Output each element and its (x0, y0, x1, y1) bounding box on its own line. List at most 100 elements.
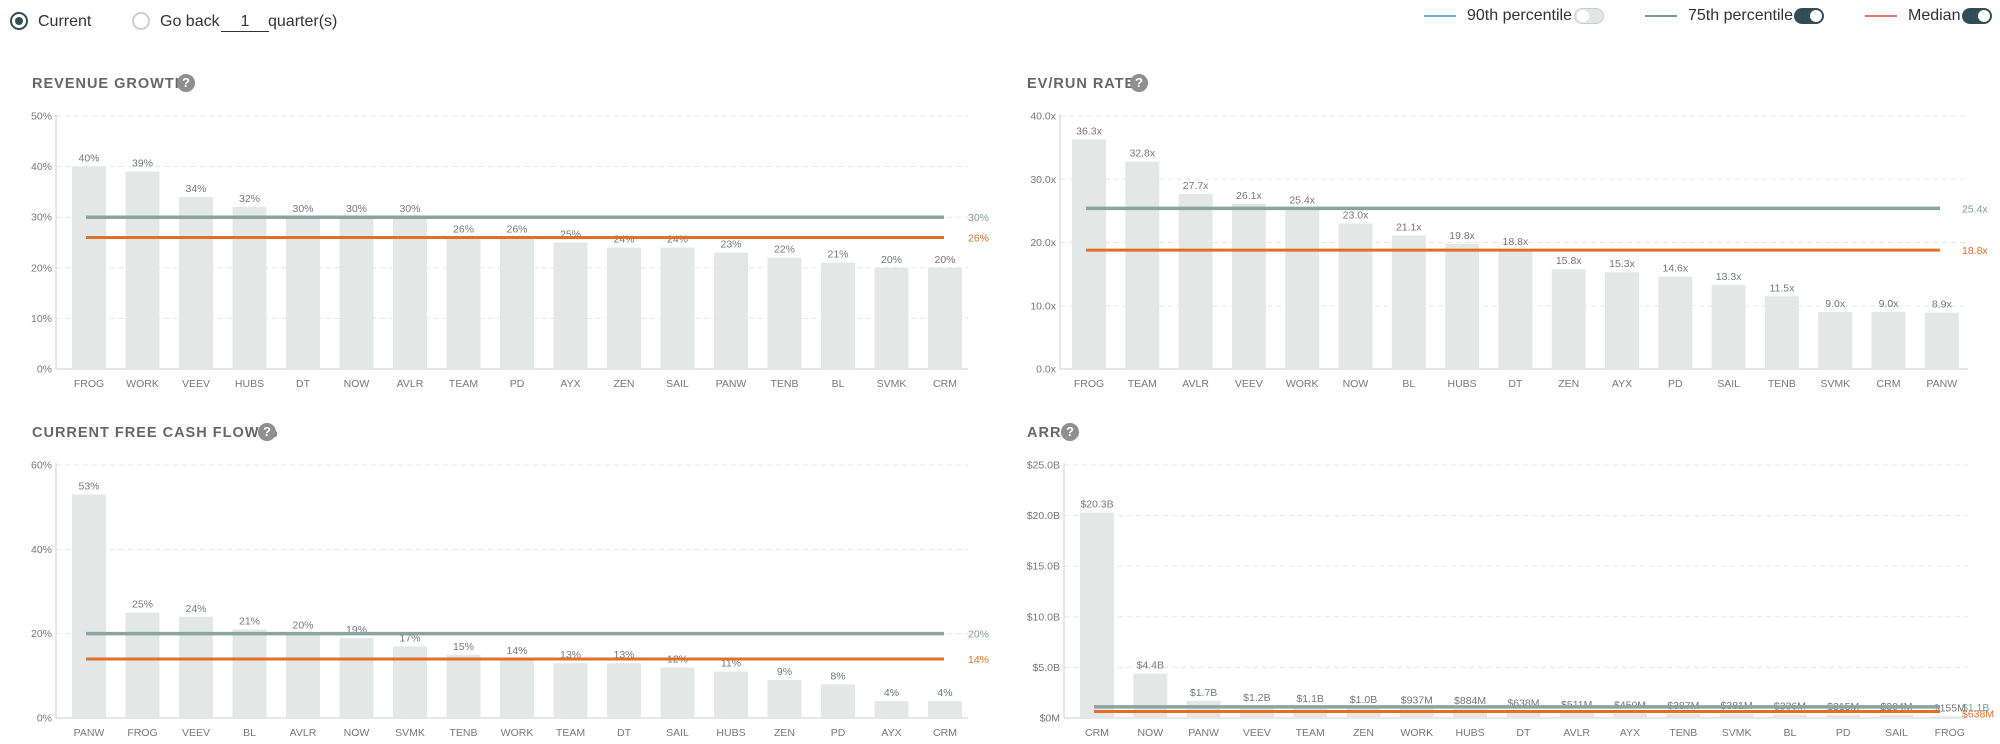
y-tick-label: 0% (37, 713, 52, 725)
p75-value-label: $1.1B (1962, 702, 1989, 714)
p75-toggle[interactable] (1794, 8, 1824, 24)
data-label: 9.0x (1879, 298, 1900, 310)
go-back-radio[interactable] (132, 12, 150, 30)
data-label: 30% (346, 203, 367, 215)
data-label: 32% (239, 193, 260, 205)
x-tick-label: TENB (770, 378, 798, 390)
x-tick-label: PANW (716, 378, 747, 390)
data-label: 20% (881, 254, 902, 266)
data-label: 21.1x (1396, 222, 1422, 234)
y-tick-label: 0% (37, 364, 52, 376)
bar (1186, 700, 1221, 718)
x-tick-label: TEAM (1128, 378, 1157, 390)
x-tick-label: PD (510, 378, 525, 390)
x-tick-label: DT (1508, 378, 1523, 390)
bar (446, 654, 481, 718)
help-icon[interactable]: ? (258, 423, 276, 441)
x-tick-label: AVLR (290, 727, 317, 739)
y-tick-label: $10.0B (1027, 611, 1060, 623)
bar (553, 663, 588, 718)
x-tick-label: PANW (74, 727, 105, 739)
x-tick-label: BL (832, 378, 845, 390)
current-radio[interactable] (10, 12, 28, 30)
revenue-growth-title: REVENUE GROWTH (32, 76, 187, 92)
data-label: 32.8x (1129, 148, 1155, 160)
data-label: 20% (292, 620, 313, 632)
data-label: 40% (78, 153, 99, 165)
bar (1231, 203, 1266, 369)
data-label: 22% (774, 244, 795, 256)
bar (714, 671, 748, 718)
help-icon[interactable]: ? (1061, 423, 1079, 441)
data-label: 20% (934, 254, 955, 266)
x-tick-label: SAIL (1885, 727, 1908, 739)
y-tick-label: 50% (31, 111, 52, 123)
bar (179, 196, 213, 369)
x-tick-label: TEAM (556, 727, 585, 739)
help-icon[interactable]: ? (177, 74, 195, 92)
x-tick-label: PD (1668, 378, 1683, 390)
x-tick-label: VEEV (182, 727, 210, 739)
p90-toggle[interactable] (1574, 8, 1604, 24)
x-tick-label: TENB (449, 727, 477, 739)
bar (72, 166, 106, 369)
data-label: 36.3x (1076, 125, 1102, 137)
ev-run-rate-chart: 0.0x 10.0x 20.0x 30.0x 40.0x 36.3x FROG 32.8x TE… (1030, 111, 1988, 391)
current-fcf-chart: 0% 20% 40% 60% 53% PANW 25% FROG 24% VEEV 21% BL 20%… (31, 460, 989, 740)
x-tick-label: AYX (881, 727, 901, 739)
median-value-label: 14% (968, 654, 989, 666)
bar (1772, 714, 1807, 718)
data-label: $884M (1454, 695, 1486, 707)
median-legend-line (1865, 15, 1897, 17)
x-tick-label: BL (1402, 378, 1415, 390)
y-tick-label: 0.0x (1036, 364, 1057, 376)
data-label: 53% (78, 481, 99, 493)
y-tick-label: $15.0B (1027, 561, 1060, 573)
y-tick-label: $20.0B (1027, 510, 1060, 522)
x-tick-label: TENB (1768, 378, 1796, 390)
y-tick-label: 40.0x (1030, 111, 1056, 123)
arr-title: ARR (1027, 425, 1062, 441)
help-icon[interactable]: ? (1130, 74, 1148, 92)
data-label: 15% (453, 641, 474, 653)
current-label[interactable]: Current (38, 13, 92, 30)
bar (1764, 296, 1799, 369)
data-label: $937M (1401, 695, 1433, 707)
data-label: $1.7B (1190, 687, 1217, 699)
y-tick-label: 10% (31, 313, 52, 325)
y-tick-label: $5.0B (1033, 662, 1060, 674)
x-tick-label: DT (1516, 727, 1531, 739)
x-tick-label: DT (617, 727, 632, 739)
bar (660, 667, 695, 718)
x-tick-label: NOW (344, 378, 370, 390)
bar (1605, 272, 1639, 369)
bar (1072, 139, 1106, 369)
x-tick-label: PANW (1926, 378, 1957, 390)
bar (928, 701, 962, 718)
x-tick-label: VEEV (182, 378, 210, 390)
bar (1879, 714, 1914, 718)
go-back-quarters-input[interactable] (221, 12, 269, 32)
data-label: 24% (185, 603, 206, 615)
x-tick-label: HUBS (716, 727, 745, 739)
median-toggle[interactable] (1962, 8, 1992, 24)
x-tick-label: BL (1783, 727, 1796, 739)
data-label: 24% (667, 234, 688, 246)
y-tick-label: 20% (31, 262, 52, 274)
p90-toggle-knob (1577, 10, 1589, 22)
x-tick-label: AVLR (397, 378, 424, 390)
data-label: $1.2B (1243, 692, 1270, 704)
p75-legend-line (1645, 15, 1677, 17)
x-tick-label: AVLR (1182, 378, 1209, 390)
bar (767, 257, 802, 369)
bar (1658, 276, 1693, 369)
y-tick-label: $0M (1040, 713, 1060, 725)
bar (393, 646, 427, 718)
x-tick-label: FROG (1074, 378, 1104, 390)
bar (874, 267, 909, 369)
x-tick-label: CRM (1085, 727, 1109, 739)
current-fcf-title: CURRENT FREE CASH FLOW % (32, 425, 279, 441)
data-label: 15.3x (1609, 258, 1635, 270)
bar (1711, 284, 1746, 369)
x-tick-label: FROG (74, 378, 104, 390)
